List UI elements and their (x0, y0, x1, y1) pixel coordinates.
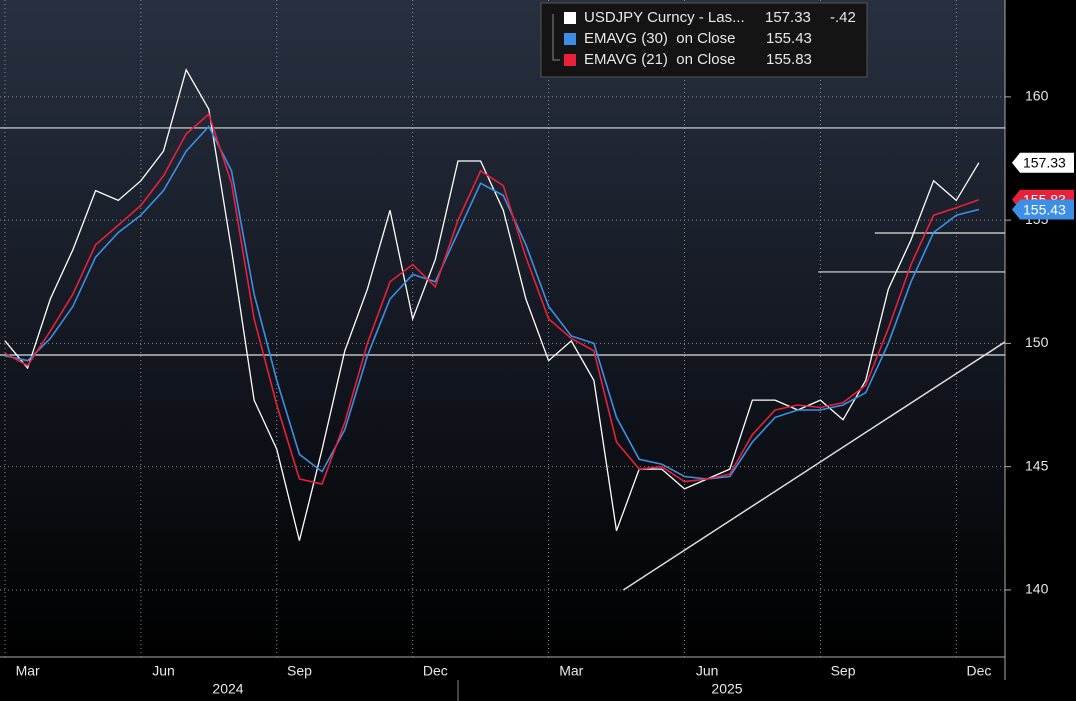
trend-line (622, 341, 1006, 591)
price-tag-label: 155.43 (1023, 201, 1066, 217)
legend-bracket (552, 14, 560, 61)
legend-label: USDJPY Curncy - Las... (584, 9, 745, 26)
x-tick-label: Dec (423, 663, 448, 679)
price-line (4, 68, 980, 541)
legend-swatch (564, 54, 576, 66)
ema-line (4, 112, 980, 485)
price-tag (1012, 199, 1074, 220)
legend-change: -.42 (830, 9, 856, 26)
year-label: 2024 (212, 681, 243, 697)
x-axis-area (0, 657, 1076, 701)
x-tick-label: Mar (559, 663, 583, 679)
legend: USDJPY Curncy - Las... 157.33 -.42 EMAVG (3… (540, 2, 868, 78)
year-label: 2025 (711, 681, 742, 697)
y-tick-label: 145 (1025, 457, 1049, 473)
legend-value: 155.83 (766, 51, 812, 68)
price-tag-label: 157.33 (1023, 154, 1066, 170)
legend-value: 155.43 (766, 30, 812, 47)
x-tick-label: Mar (16, 663, 40, 679)
y-tick-label: 140 (1025, 581, 1049, 597)
x-tick-label: Jun (152, 663, 175, 679)
legend-swatch (564, 33, 576, 45)
x-tick-label: Jun (696, 663, 719, 679)
plot (0, 0, 1006, 657)
legend-label: EMAVG (30) on Close (584, 30, 735, 47)
x-tick-label: Sep (831, 663, 856, 679)
legend-swatch (564, 12, 576, 24)
legend-box (540, 2, 868, 78)
price-tag (1012, 152, 1074, 173)
ema-line (4, 125, 980, 480)
legend-label: EMAVG (21) on Close (584, 51, 735, 68)
legend-value: 157.33 (765, 9, 811, 26)
plot-background (0, 0, 1005, 657)
y-tick-label: 150 (1025, 334, 1049, 350)
x-tick-label: Dec (966, 663, 991, 679)
y-tick-label: 160 (1025, 88, 1049, 104)
x-tick-label: Sep (287, 663, 312, 679)
